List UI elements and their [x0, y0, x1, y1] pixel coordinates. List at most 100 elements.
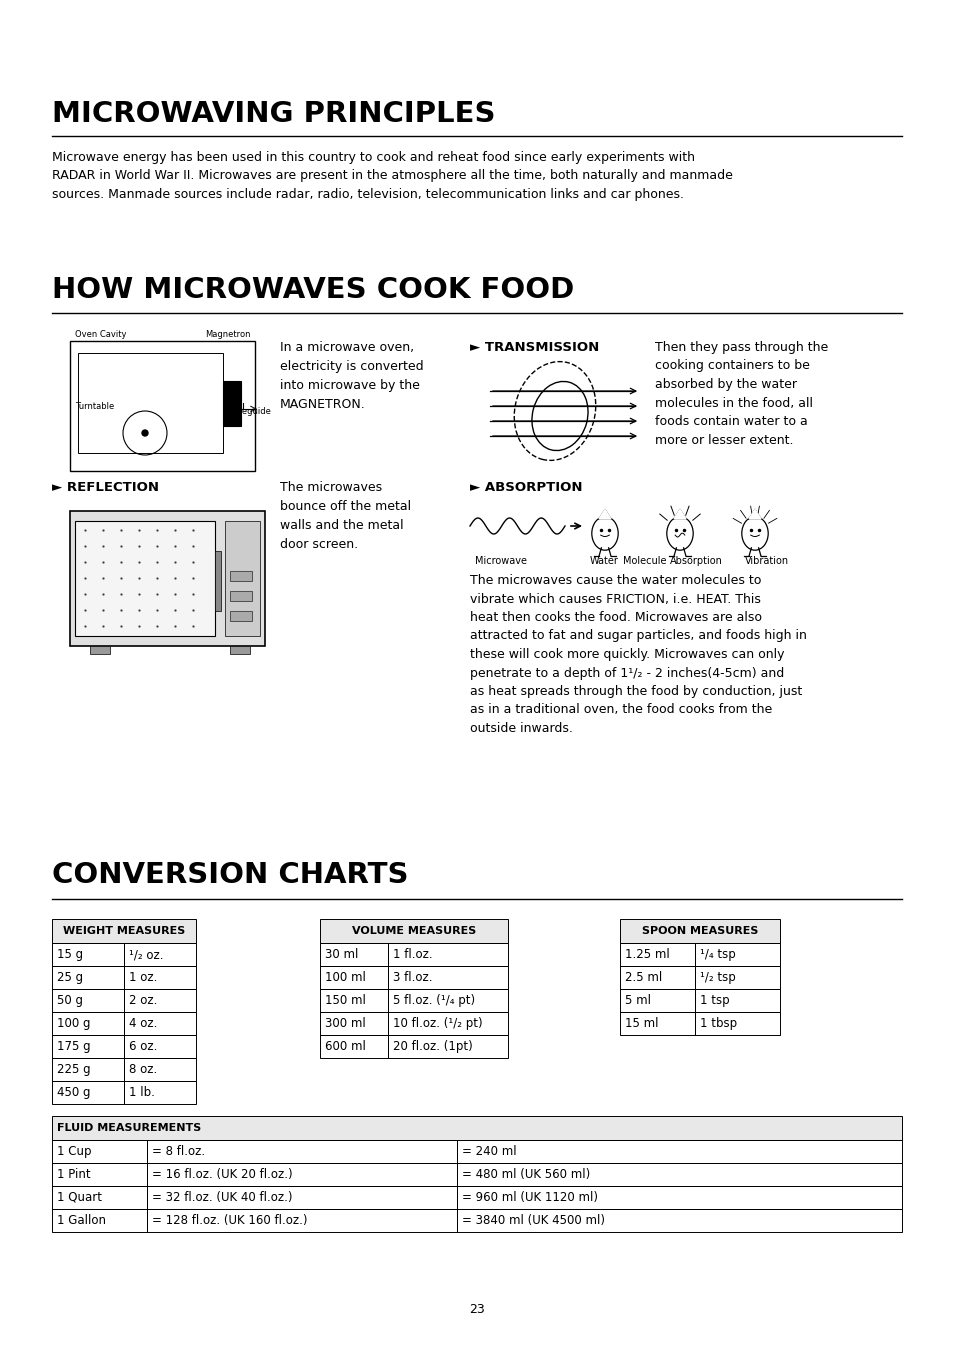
Text: 25 g: 25 g — [57, 971, 83, 984]
Text: 600 ml: 600 ml — [325, 1040, 366, 1052]
Bar — [52, 1035, 124, 1058]
Text: VOLUME MEASURES: VOLUME MEASURES — [352, 925, 476, 936]
Text: 100 g: 100 g — [57, 1017, 91, 1029]
Text: = 8 fl.oz.: = 8 fl.oz. — [152, 1146, 205, 1158]
Text: = 32 fl.oz. (UK 40 fl.oz.): = 32 fl.oz. (UK 40 fl.oz.) — [152, 1192, 293, 1204]
Polygon shape — [673, 509, 685, 519]
Text: Oven Cavity: Oven Cavity — [75, 330, 127, 339]
Text: 1 tsp: 1 tsp — [700, 994, 729, 1006]
Bar — [223, 381, 241, 426]
Text: 1 Quart: 1 Quart — [57, 1192, 102, 1204]
Text: 225 g: 225 g — [57, 1063, 91, 1075]
Bar — [619, 966, 695, 989]
Bar — [70, 340, 254, 471]
Bar — [388, 943, 507, 966]
Bar — [124, 966, 195, 989]
Bar — [388, 1012, 507, 1035]
Text: 4 oz.: 4 oz. — [129, 1017, 157, 1029]
Text: 5 ml: 5 ml — [624, 994, 650, 1006]
Text: 15 g: 15 g — [57, 948, 83, 961]
Bar — [695, 989, 780, 1012]
Text: 8 oz.: 8 oz. — [129, 1063, 157, 1075]
Bar — [319, 943, 388, 966]
Text: 1 Cup: 1 Cup — [57, 1146, 91, 1158]
Bar — [147, 1163, 456, 1186]
Text: 1.25 ml: 1.25 ml — [624, 948, 669, 961]
Text: Vibration: Vibration — [744, 557, 788, 566]
Text: SPOON MEASURES: SPOON MEASURES — [641, 925, 758, 936]
Bar — [225, 521, 260, 636]
Bar — [52, 919, 195, 943]
Bar — [70, 511, 265, 646]
Bar — [456, 1140, 901, 1163]
Bar — [230, 646, 250, 654]
Text: 3 fl.oz.: 3 fl.oz. — [393, 971, 432, 984]
Bar — [124, 989, 195, 1012]
Bar — [52, 943, 124, 966]
Bar — [456, 1186, 901, 1209]
Text: = 128 fl.oz. (UK 160 fl.oz.): = 128 fl.oz. (UK 160 fl.oz.) — [152, 1215, 307, 1227]
Text: Magnetron: Magnetron — [205, 330, 251, 339]
Bar — [147, 1186, 456, 1209]
Text: = 960 ml (UK 1120 ml): = 960 ml (UK 1120 ml) — [461, 1192, 598, 1204]
Text: CONVERSION CHARTS: CONVERSION CHARTS — [52, 861, 408, 889]
Text: FLUID MEASUREMENTS: FLUID MEASUREMENTS — [57, 1123, 201, 1133]
Bar — [147, 1140, 456, 1163]
Text: 1 fl.oz.: 1 fl.oz. — [393, 948, 432, 961]
Text: 1 Pint: 1 Pint — [57, 1169, 91, 1181]
Text: 50 g: 50 g — [57, 994, 83, 1006]
Text: ► REFLECTION: ► REFLECTION — [52, 481, 159, 494]
Text: 2.5 ml: 2.5 ml — [624, 971, 661, 984]
Text: 300 ml: 300 ml — [325, 1017, 365, 1029]
Bar — [388, 966, 507, 989]
Bar — [619, 1012, 695, 1035]
Bar — [90, 646, 110, 654]
Bar — [319, 1035, 388, 1058]
Bar — [319, 919, 507, 943]
Text: 1 Gallon: 1 Gallon — [57, 1215, 106, 1227]
Text: = 240 ml: = 240 ml — [461, 1146, 517, 1158]
Bar — [124, 1012, 195, 1035]
Bar — [695, 943, 780, 966]
Text: Then they pass through the
cooking containers to be
absorbed by the water
molecu: Then they pass through the cooking conta… — [655, 340, 827, 446]
Text: MICROWAVING PRINCIPLES: MICROWAVING PRINCIPLES — [52, 100, 495, 128]
Bar — [52, 919, 195, 943]
Bar — [124, 943, 195, 966]
Bar — [695, 1012, 780, 1035]
Bar — [52, 1163, 147, 1186]
Text: 2 oz.: 2 oz. — [129, 994, 157, 1006]
Bar — [52, 1140, 147, 1163]
Text: ► ABSORPTION: ► ABSORPTION — [470, 481, 582, 494]
Text: 20 fl.oz. (1pt): 20 fl.oz. (1pt) — [393, 1040, 473, 1052]
Text: 150 ml: 150 ml — [325, 994, 366, 1006]
Text: = 16 fl.oz. (UK 20 fl.oz.): = 16 fl.oz. (UK 20 fl.oz.) — [152, 1169, 293, 1181]
Bar — [75, 521, 214, 636]
Bar — [52, 1081, 124, 1104]
Bar — [52, 1116, 901, 1140]
Bar — [52, 1186, 147, 1209]
Bar — [52, 1116, 901, 1140]
Text: Turntable: Turntable — [75, 403, 114, 411]
Text: 10 fl.oz. (¹/₂ pt): 10 fl.oz. (¹/₂ pt) — [393, 1017, 482, 1029]
Bar — [319, 919, 507, 943]
Bar — [52, 1012, 124, 1035]
Text: 175 g: 175 g — [57, 1040, 91, 1052]
Text: Waveguide: Waveguide — [225, 407, 272, 416]
Bar — [456, 1163, 901, 1186]
Text: = 3840 ml (UK 4500 ml): = 3840 ml (UK 4500 ml) — [461, 1215, 604, 1227]
Bar — [456, 1209, 901, 1232]
Text: 23: 23 — [469, 1302, 484, 1316]
Text: ¹/₄ tsp: ¹/₄ tsp — [700, 948, 735, 961]
Text: In a microwave oven,
electricity is converted
into microwave by the
MAGNETRON.: In a microwave oven, electricity is conv… — [280, 340, 423, 411]
Text: ¹/₂ tsp: ¹/₂ tsp — [700, 971, 735, 984]
Bar — [619, 919, 780, 943]
Text: ¹/₂ oz.: ¹/₂ oz. — [129, 948, 163, 961]
Bar — [230, 611, 252, 621]
Bar — [147, 1209, 456, 1232]
Bar — [230, 590, 252, 601]
Text: HOW MICROWAVES COOK FOOD: HOW MICROWAVES COOK FOOD — [52, 276, 574, 304]
Bar — [619, 989, 695, 1012]
Bar — [319, 989, 388, 1012]
Text: The microwaves
bounce off the metal
walls and the metal
door screen.: The microwaves bounce off the metal wall… — [280, 481, 411, 551]
Text: The microwaves cause the water molecules to
vibrate which causes FRICTION, i.e. : The microwaves cause the water molecules… — [470, 574, 806, 735]
